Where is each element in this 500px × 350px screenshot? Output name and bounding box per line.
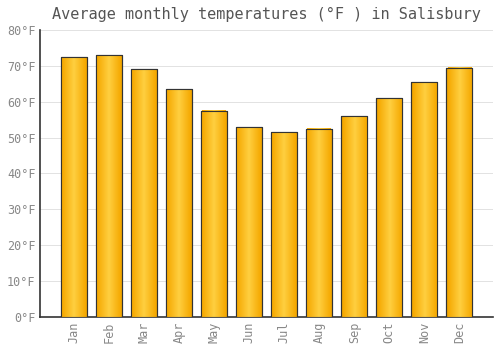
Bar (201, 111, 228, 317)
Bar (61, 57, 87, 317)
Bar (306, 129, 332, 317)
Bar (271, 132, 297, 317)
Bar (61, 57, 87, 317)
Bar (306, 129, 332, 317)
Bar (446, 68, 472, 317)
Bar (166, 89, 192, 317)
Bar (96, 55, 122, 317)
Bar (166, 89, 192, 317)
Bar (131, 70, 157, 317)
Bar (236, 127, 262, 317)
Bar (341, 116, 367, 317)
Bar (411, 82, 438, 317)
Bar (201, 111, 228, 317)
Bar (271, 132, 297, 317)
Title: Average monthly temperatures (°F ) in Salisbury: Average monthly temperatures (°F ) in Sa… (52, 7, 481, 22)
Bar (96, 55, 122, 317)
Bar (446, 68, 472, 317)
Bar (376, 98, 402, 317)
Bar (376, 98, 402, 317)
Bar (341, 116, 367, 317)
Bar (236, 127, 262, 317)
Bar (131, 70, 157, 317)
Bar (411, 82, 438, 317)
